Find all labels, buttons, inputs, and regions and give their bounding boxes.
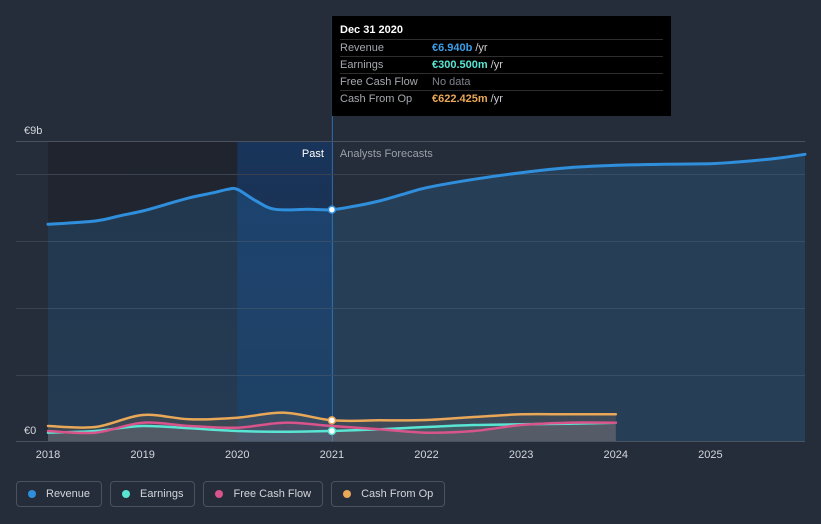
legend-dot-icon	[28, 490, 36, 498]
hover-tooltip: Dec 31 2020 Revenue €6.940b/yr Earnings €30…	[332, 16, 671, 116]
revenue-hover-marker	[327, 205, 337, 214]
legend-label: Cash From Op	[361, 488, 434, 500]
legend-label: Free Cash Flow	[233, 488, 312, 500]
tooltip-row-label: Free Cash Flow	[340, 76, 418, 88]
legend-item-cash-from-op[interactable]: Cash From Op	[331, 481, 446, 507]
legend-item-free-cash-flow[interactable]: Free Cash Flow	[203, 481, 324, 507]
x-tick-label: 2020	[225, 449, 249, 461]
highlight-year-shade	[237, 141, 332, 441]
tooltip-row-label: Earnings	[340, 59, 384, 71]
legend-label: Earnings	[140, 488, 184, 500]
revenue-line	[46, 152, 807, 226]
x-tick-label: 2019	[130, 449, 154, 461]
forecast-label: Analysts Forecasts	[340, 148, 433, 160]
y-axis-zero-label: €0	[24, 425, 36, 437]
revenue-area	[48, 154, 805, 442]
legend-dot-icon	[215, 490, 224, 498]
tooltip-date: Dec 31 2020	[340, 24, 403, 36]
legend-item-earnings[interactable]: Earnings	[110, 481, 196, 507]
cash-from-op-hover-marker	[327, 416, 337, 425]
tooltip-row-value: €6.940b	[432, 42, 473, 54]
tooltip-row-unit: /yr	[490, 59, 503, 71]
tooltip-row: Earnings €300.500m/yr	[340, 56, 663, 73]
tooltip-row-label: Cash From Op	[340, 93, 413, 105]
tooltip-row: Cash From Op €622.425m/yr	[340, 90, 663, 107]
tooltip-row: Revenue €6.940b/yr	[340, 39, 663, 56]
legend-dot-icon	[122, 490, 131, 498]
legend-item-revenue[interactable]: Revenue	[16, 481, 103, 507]
tooltip-row: Free Cash Flow No data	[340, 73, 663, 90]
tooltip-row-value: €300.500m	[432, 59, 488, 71]
x-tick-label: 2022	[414, 449, 438, 461]
legend-dot-icon	[343, 490, 352, 498]
past-label: Past	[302, 148, 324, 160]
y-axis-max-label: €9b	[24, 125, 42, 137]
x-tick-label: 2023	[509, 449, 533, 461]
x-tick-label: 2018	[36, 449, 60, 461]
tooltip-row-unit: /yr	[475, 42, 488, 54]
tooltip-row-value: €622.425m	[432, 93, 488, 105]
legend-label: Revenue	[46, 488, 91, 500]
earnings-hover-marker	[327, 426, 337, 436]
x-tick-label: 2021	[320, 449, 344, 461]
tooltip-row-unit: /yr	[490, 93, 503, 105]
x-tick-label: 2024	[604, 449, 628, 461]
free-cash-flow-line	[46, 421, 618, 435]
tooltip-row-value: No data	[432, 76, 471, 88]
tooltip-row-label: Revenue	[340, 42, 385, 54]
chart-legend: Revenue Earnings Free Cash Flow Cash From O…	[16, 481, 446, 507]
x-tick-label: 2025	[698, 449, 722, 461]
